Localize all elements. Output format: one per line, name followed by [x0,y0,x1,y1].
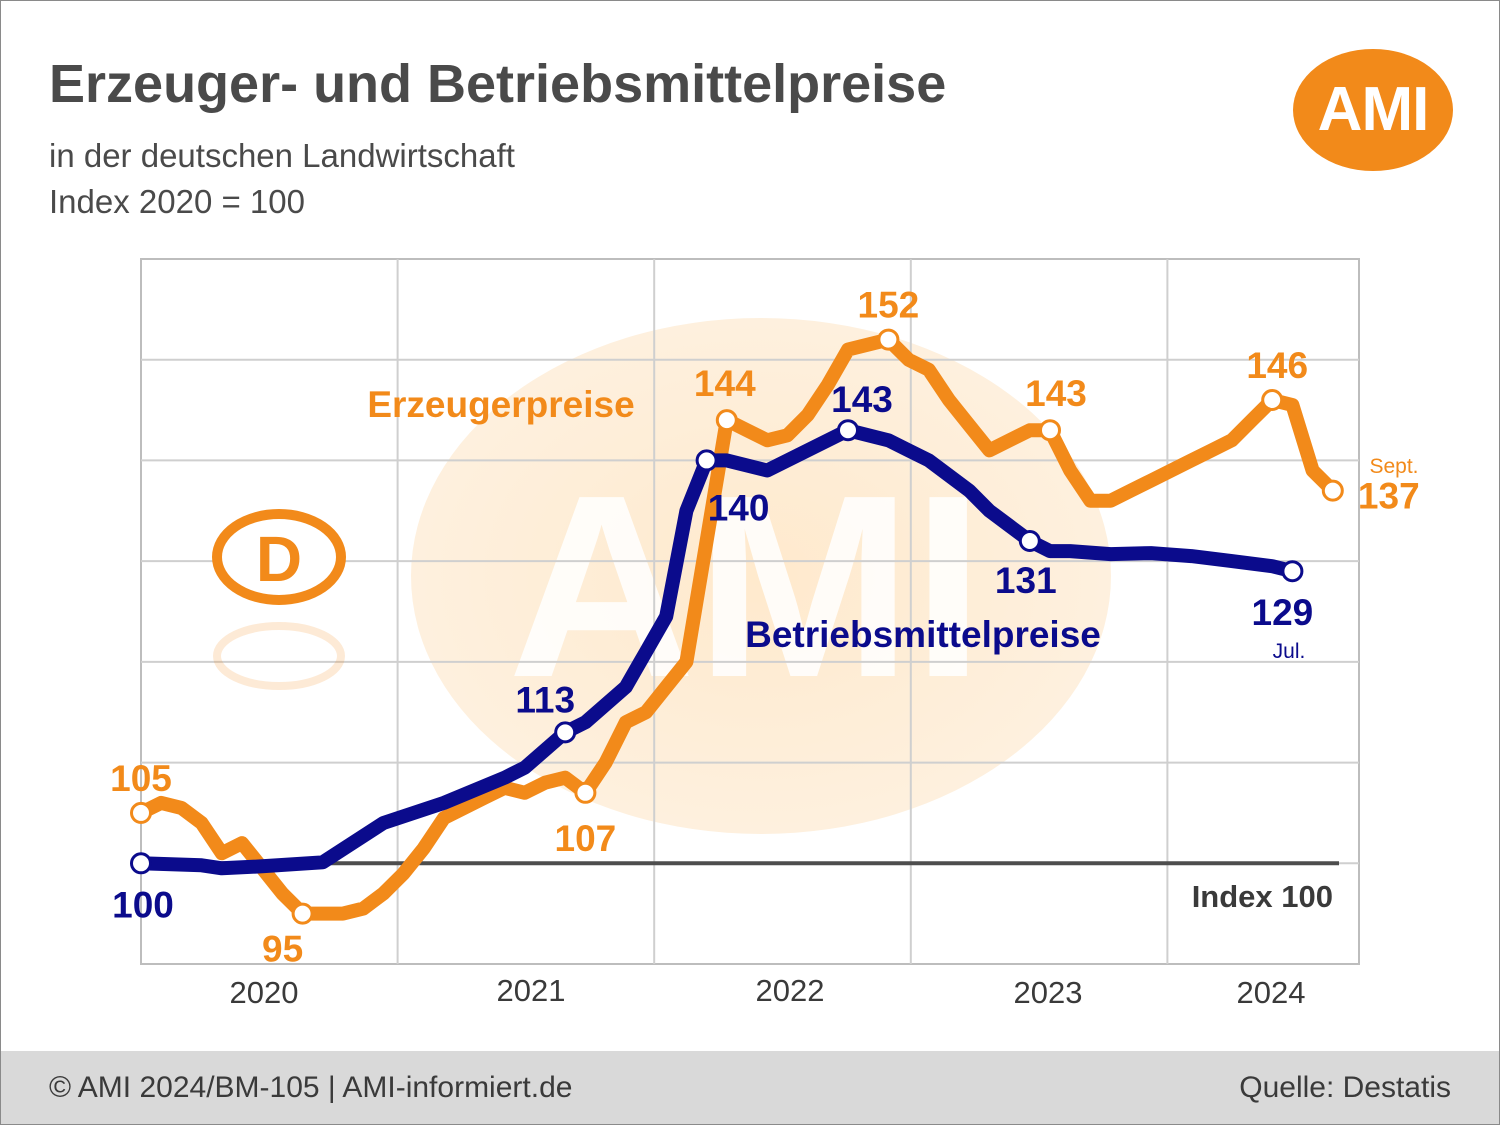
point-marker-betriebsmittel-113 [554,721,577,744]
ami-logo: AMI [1293,49,1453,171]
series-label-betriebsmittelpreise: Betriebsmittelpreise [745,614,1101,655]
data-label-betriebsmittel-129: 129 [1252,592,1314,633]
point-marker-erzeuger-105 [130,801,152,824]
point-marker-erzeuger-152 [877,328,900,351]
data-label-betriebsmittel-100: 100 [112,884,174,925]
subtitle-index: Index 2020 = 100 [49,183,305,220]
year-label-2023: 2023 [1014,975,1083,1010]
data-label-betriebsmittel-140: 140 [708,487,770,528]
line-chart: AMI 2020 2021 2022 2023 2024 Index 100 D 105 95 10… [110,258,1420,1010]
data-label-erzeuger-107: 107 [555,818,617,859]
watermark-ellipse [411,318,1111,834]
year-label-2021: 2021 [497,973,566,1008]
country-badge-letter: D [256,523,302,595]
data-label-erzeuger-95: 95 [262,929,303,970]
footer: © AMI 2024/BM-105 | AMI-informiert.de Qu… [1,1051,1499,1124]
data-label-erzeuger-105: 105 [110,758,172,799]
point-marker-erzeuger-137 [1321,479,1344,502]
series-label-erzeugerpreise: Erzeugerpreise [367,384,634,425]
series-line-erzeugerpreise [134,332,1340,921]
country-badge-reflection [213,622,345,690]
point-marker-betriebsmittel-143 [837,419,859,442]
subtitle-region: in der deutschen Landwirtschaft [49,137,515,174]
data-label-erzeuger-137: 137 [1358,476,1420,517]
point-marker-betriebsmittel-131 [1018,530,1041,552]
data-label-betriebsmittel-131: 131 [995,560,1057,601]
copyright-text: © AMI 2024/BM-105 | AMI-informiert.de [49,1071,573,1104]
data-label-erzeuger-144: 144 [694,363,756,404]
data-label-erzeuger-146: 146 [1246,345,1308,386]
watermark-text: AMI [508,442,985,732]
point-marker-erzeuger-144 [715,409,738,432]
point-marker-erzeuger-107 [574,781,597,804]
point-marker-betriebsmittel-100 [130,852,152,875]
country-badge-ring [212,509,346,605]
country-badge: D [212,509,346,690]
data-label-betriebsmittel-113: 113 [515,679,575,720]
point-marker-erzeuger-143 [1039,419,1061,442]
data-label-betriebsmittel-143: 143 [831,379,893,420]
page-title: Erzeuger- und Betriebsmittelpreise [49,54,947,114]
point-marker-erzeuger-95 [291,902,314,925]
year-label-2022: 2022 [756,973,825,1008]
end-note-erzeuger: Sept. [1369,455,1418,478]
data-label-erzeuger-143: 143 [1025,373,1087,414]
reference-line-label: Index 100 [1192,879,1333,914]
point-marker-betriebsmittel-140 [695,449,718,472]
end-note-betriebsmittel: Jul. [1273,640,1306,663]
point-marker-betriebsmittel-129 [1281,560,1304,583]
series-line-betriebsmittelpreise [134,423,1300,876]
data-label-erzeuger-152: 152 [858,285,920,326]
source-text: Quelle: Destatis [1239,1071,1451,1104]
year-label-2024: 2024 [1237,975,1306,1010]
year-label-2020: 2020 [230,975,299,1010]
point-marker-erzeuger-146 [1261,389,1284,411]
